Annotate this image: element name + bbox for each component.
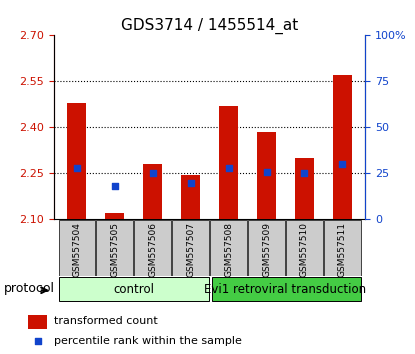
Text: GSM557510: GSM557510 (300, 222, 309, 277)
Bar (212, 278, 361, 301)
Text: protocol: protocol (4, 282, 55, 295)
Text: transformed count: transformed count (54, 316, 158, 326)
Point (34, 338, 41, 344)
Bar (324, 220, 361, 275)
Point (263, 169, 270, 175)
Bar (143, 164, 162, 219)
Text: percentile rank within the sample: percentile rank within the sample (54, 336, 242, 346)
Title: GDS3714 / 1455514_at: GDS3714 / 1455514_at (121, 18, 298, 34)
Bar (105, 213, 124, 219)
Bar (134, 220, 171, 275)
Point (225, 165, 232, 171)
Point (73, 165, 80, 171)
Point (149, 171, 156, 176)
Bar (59, 220, 95, 275)
Text: GSM557504: GSM557504 (72, 222, 81, 277)
Text: GSM557509: GSM557509 (262, 222, 271, 277)
Bar (181, 175, 200, 219)
Text: GSM557511: GSM557511 (338, 222, 347, 277)
Point (339, 161, 346, 167)
Point (301, 171, 308, 176)
Bar (67, 103, 86, 219)
Bar (210, 220, 247, 275)
Bar (286, 220, 323, 275)
Bar (333, 75, 352, 219)
Bar (295, 158, 314, 219)
Bar (257, 132, 276, 219)
Point (111, 183, 118, 189)
Text: GSM557508: GSM557508 (224, 222, 233, 277)
Text: GSM557506: GSM557506 (148, 222, 157, 277)
Bar (172, 220, 209, 275)
Bar (219, 106, 238, 219)
Point (187, 180, 194, 185)
Text: GSM557505: GSM557505 (110, 222, 119, 277)
Text: control: control (113, 283, 154, 296)
Bar (59, 278, 209, 301)
Bar (28, 315, 47, 329)
Text: Evi1 retroviral transduction: Evi1 retroviral transduction (205, 283, 366, 296)
Text: GSM557507: GSM557507 (186, 222, 195, 277)
Bar (96, 220, 133, 275)
Bar (248, 220, 285, 275)
